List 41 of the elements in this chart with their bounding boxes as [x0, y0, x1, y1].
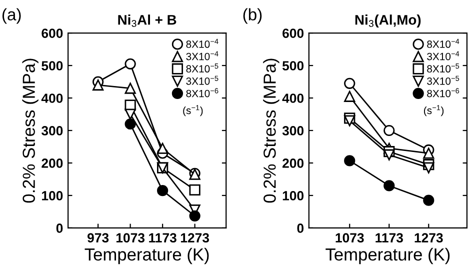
legend-label: 3X10$^{−5}$ [427, 76, 460, 85]
x-tick-label: 973 [88, 233, 109, 243]
y-tick-label: 0 [56, 224, 63, 233]
x-axis-title: Temperature (K) [326, 248, 450, 264]
legend-label: 3X10$^{−4}$ [186, 51, 218, 60]
legend-label: 8X10$^{−4}$ [427, 38, 460, 48]
x-axis-title: Temperature (K) [84, 248, 209, 264]
legend-label: 8X10$^{−6}$ [186, 88, 218, 98]
y-tick-label: 300 [282, 126, 304, 136]
annotation: (s$^{−1}$) [424, 105, 444, 116]
y-tick-label: 500 [282, 61, 304, 70]
x-tick-label: 1273 [414, 233, 443, 243]
y-tick-label: 600 [42, 28, 63, 38]
x-tick-label: 1173 [376, 233, 403, 243]
annotation: (s$^{−1}$) [183, 105, 203, 116]
y-tick-label: 400 [282, 94, 304, 103]
legend-label: 3X10$^{−5}$ [186, 76, 218, 85]
legend-label: 8X10$^{−5}$ [427, 64, 460, 73]
y-tick-label: 200 [42, 158, 63, 168]
y-axis-title: 0.2% Stress (MPa) [22, 58, 38, 203]
y-tick-label: 600 [282, 28, 304, 38]
text: (b) [243, 8, 262, 24]
legend-label: 8X10$^{−4}$ [186, 38, 218, 48]
x-tick-label: 1073 [336, 233, 364, 243]
x-tick-label: 1073 [116, 233, 145, 243]
legend-label: 8X10$^{−5}$ [186, 64, 218, 73]
x-tick-label: 1173 [149, 233, 176, 243]
text: (a) [2, 8, 21, 24]
y-tick-label: 100 [42, 191, 63, 200]
y-tick-label: 300 [42, 126, 63, 136]
y-axis-title: 0.2% Stress (MPa) [263, 58, 280, 203]
y-tick-label: 400 [41, 94, 63, 103]
x-tick-label: 1273 [180, 233, 210, 243]
chart-title: Ni$_{3}$(Al,Mo) [355, 14, 421, 28]
legend-label: 8X10$^{−6}$ [427, 88, 460, 98]
legend-label: 3X10$^{−4}$ [427, 51, 460, 60]
y-tick-label: 200 [282, 158, 304, 168]
y-tick-label: 500 [42, 61, 63, 70]
y-tick-label: 100 [282, 191, 304, 200]
chart-title: Ni$_{3}$Al + B [118, 14, 176, 27]
y-tick-label: 0 [297, 224, 304, 233]
